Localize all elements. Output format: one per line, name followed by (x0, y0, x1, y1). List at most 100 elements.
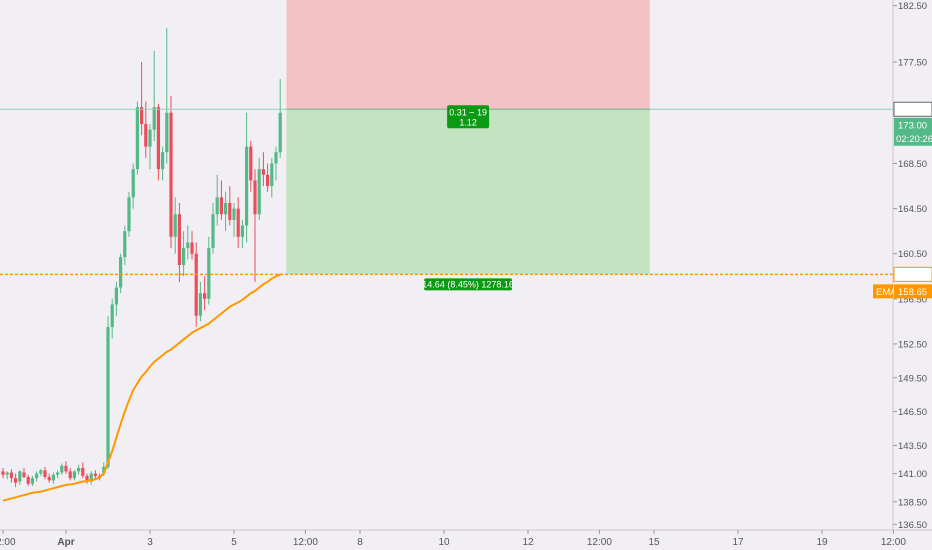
candle-body (26, 477, 30, 484)
candle-body (81, 467, 85, 476)
price-tick-label: 177.50 (898, 58, 927, 69)
candle-body (35, 473, 39, 479)
candle-body (119, 257, 123, 288)
candle-body (5, 472, 9, 475)
candle-body (140, 107, 144, 125)
candle-body (131, 169, 135, 198)
stop-loss-zone[interactable] (286, 0, 650, 110)
ema-value-box (894, 284, 932, 299)
time-tick-label: 12:00 (881, 537, 906, 548)
ema-value-label: 158.65 (898, 287, 927, 298)
candle-body (177, 214, 181, 265)
candle-body (106, 327, 110, 467)
price-axis[interactable]: 182.50 177.50 168.50 164.50 160.50 156.50 152.… (873, 0, 932, 531)
entry-label-top: 0.31 ~ 19 (449, 107, 487, 117)
horizontal-level-label-box (893, 266, 932, 282)
last-price-label: 173.31 (898, 105, 927, 116)
candle-body (39, 470, 43, 474)
current-price-box (894, 117, 932, 146)
time-axis[interactable]: 12:00 Apr 3 5 12:00 8 10 12 12:00 15 17 19 12:00 (0, 529, 932, 548)
candle-body (135, 107, 139, 170)
entry-label-box (447, 105, 490, 129)
price-tick-label: 143.50 (898, 441, 927, 452)
candle-body (169, 112, 173, 237)
candle-body (56, 472, 60, 475)
price-tick-label: 164.50 (898, 204, 927, 215)
candle-body (236, 208, 240, 237)
time-tick-label: Apr (57, 537, 74, 548)
candle-body (30, 478, 34, 484)
time-tick-label: 8 (357, 537, 363, 548)
profit-target-zone[interactable] (286, 109, 650, 275)
candle-body (203, 293, 207, 299)
candle-body (278, 112, 282, 153)
target-label-box (424, 278, 513, 291)
candle-body (127, 197, 131, 232)
last-price-label-box (893, 101, 932, 117)
candle-body (68, 471, 72, 479)
price-tick-label: 146.50 (898, 407, 927, 418)
candle-body (114, 287, 118, 305)
price-tick-label: 160.50 (898, 249, 927, 260)
candle-body (72, 471, 76, 479)
candle-body (64, 465, 68, 472)
candle-body (161, 152, 165, 170)
candle-body (261, 169, 265, 175)
time-tick-label: 12:00 (293, 537, 318, 548)
price-tick-label: 156.50 (898, 294, 927, 305)
position-zones[interactable] (286, 0, 650, 275)
ema-name-label: EMA (876, 287, 897, 298)
candle-body (194, 253, 198, 316)
candle-body (270, 163, 274, 187)
ema-line (2, 273, 281, 502)
candle-body (173, 214, 177, 237)
candle-body (1, 471, 5, 475)
candle-body (144, 124, 148, 147)
horizontal-level-label: 158.67 (898, 270, 927, 281)
time-tick-label: 17 (732, 537, 744, 548)
time-tick-label: 3 (147, 537, 153, 548)
candle-body (215, 197, 219, 215)
candle-body (257, 169, 261, 215)
candle-body (18, 471, 22, 482)
candle-body (219, 197, 223, 215)
ema-name-box (873, 284, 893, 299)
candle-body (224, 202, 228, 215)
candle-body (274, 152, 278, 164)
candle-body (198, 293, 202, 316)
candle-body (60, 465, 64, 473)
current-price-label: 173.00 (898, 120, 927, 131)
candle-body (85, 475, 89, 482)
candle-series (1, 28, 282, 488)
candle-body (165, 112, 169, 153)
candle-body (228, 202, 232, 220)
price-tick-label: 136.50 (898, 520, 927, 531)
price-tick-label: 168.50 (898, 159, 927, 170)
candle-body (77, 467, 81, 472)
candle-body (249, 146, 253, 181)
overlays: 0.31 ~ 191.12 14.64 (8.45%) 1278.16 (0, 105, 893, 291)
price-tick-label: 149.50 (898, 373, 927, 384)
ema-series (2, 273, 281, 502)
time-tick-label: 19 (816, 537, 828, 548)
time-tick-label: 10 (438, 537, 450, 548)
candle-body (47, 477, 51, 481)
candle-body (245, 146, 249, 226)
candle-body (253, 180, 257, 215)
time-tick-label: 12 (522, 537, 534, 548)
candle-body (89, 473, 93, 482)
candle-body (156, 107, 160, 170)
candle-body (186, 242, 190, 249)
candle-body (22, 472, 26, 477)
price-tick-label: 138.50 (898, 497, 927, 508)
candle-body (232, 208, 236, 220)
time-tick-label: 15 (648, 537, 660, 548)
candle-body (266, 174, 270, 187)
candle-body (123, 231, 127, 258)
price-tick-label: 152.50 (898, 339, 927, 350)
candle-body (148, 129, 152, 147)
candle-body (207, 248, 211, 299)
candle-body (93, 473, 97, 476)
candle-body (14, 478, 18, 483)
